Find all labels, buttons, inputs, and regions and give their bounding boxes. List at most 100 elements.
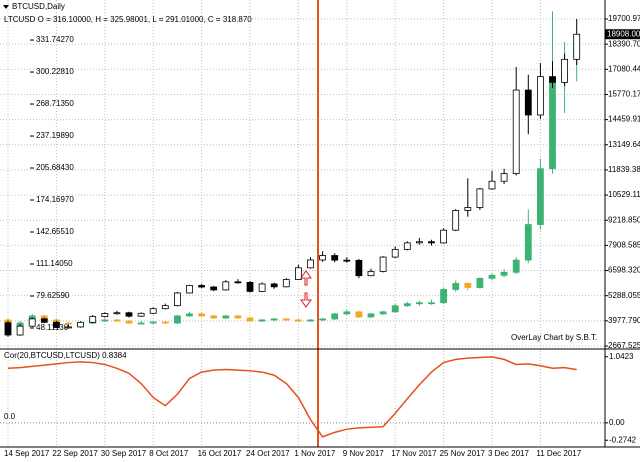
candle-body — [403, 303, 411, 307]
candle-body — [440, 229, 448, 244]
candle-body — [4, 322, 12, 336]
candle-body — [222, 281, 230, 291]
candle-body — [294, 267, 302, 280]
candle-body — [101, 319, 109, 322]
candle-body — [440, 289, 448, 304]
info-line: LTCUSD O = 316.10000, H = 325.98001, L =… — [4, 15, 252, 24]
candle-body — [270, 318, 278, 321]
candle-body — [137, 322, 145, 325]
candle-body — [125, 320, 133, 324]
candle-body — [294, 319, 302, 322]
candle-body — [415, 302, 423, 305]
candle-body — [343, 259, 351, 262]
y2-tick-label: 331.74270 — [36, 35, 74, 44]
candle-body — [125, 312, 133, 317]
y-tick-label: 15770.175 — [608, 90, 640, 99]
candle-body — [331, 255, 339, 261]
candle-body — [65, 322, 72, 325]
y2-tick-label: 111.14050 — [36, 259, 73, 268]
candle-body — [282, 279, 290, 288]
y2-tick-label: 48.11130 — [36, 323, 69, 332]
candle-body — [367, 313, 375, 318]
x-tick-label: 3 Dec 2017 — [488, 449, 529, 458]
candle-body — [537, 76, 544, 116]
candle-body — [355, 311, 363, 318]
y2-tick-label: 300.22810 — [36, 67, 74, 76]
candle-body — [161, 305, 169, 310]
level-label: 0.0 — [4, 412, 16, 421]
candle-body — [573, 33, 581, 60]
candle-body — [415, 241, 423, 244]
candle-body — [452, 283, 460, 290]
candle-body — [379, 256, 387, 272]
candle-body — [149, 321, 157, 324]
candle-body — [53, 321, 60, 328]
candle-body — [198, 313, 206, 317]
candle-body — [113, 312, 121, 315]
candle-body — [488, 274, 496, 279]
candle-body — [270, 283, 278, 288]
y2-tick-label: 142.65510 — [36, 227, 74, 236]
candle-body — [319, 318, 327, 321]
candle-body — [524, 224, 532, 261]
annotation: OverLay Chart by S.B.T. — [511, 333, 597, 342]
candle-body — [319, 255, 327, 261]
candle-body — [343, 311, 351, 315]
y-tick-label: 17080.440 — [608, 64, 640, 73]
y-tick-label: 2667.525 — [608, 341, 640, 350]
y-tick-label: 13149.645 — [608, 140, 640, 149]
x-tick-label: 14 Sep 2017 — [4, 449, 50, 458]
indicator-title: Cor(20,BTCUSD,LTCUSD) 0.8384 — [4, 351, 127, 360]
candle-body — [367, 271, 375, 277]
indicator-line — [7, 356, 577, 438]
candle-body — [391, 248, 399, 258]
x-tick-label: 25 Nov 2017 — [440, 449, 486, 458]
candle-body — [561, 58, 568, 83]
candle-body — [246, 282, 254, 292]
candle-body — [428, 302, 435, 305]
candle-body — [512, 259, 520, 273]
title-icon — [3, 5, 9, 9]
x-tick-label: 11 Dec 2017 — [536, 449, 581, 458]
candle-body — [307, 319, 314, 322]
up-arrow — [300, 270, 312, 286]
y-tick-label: 0.00 — [609, 418, 625, 427]
x-tick-label: 16 Oct 2017 — [198, 449, 242, 458]
y-tick-label: 10529.115 — [608, 190, 640, 199]
candle-body — [246, 317, 254, 322]
candle-body — [40, 318, 48, 323]
down-arrow — [300, 292, 312, 308]
candle-body — [186, 313, 193, 317]
candle-body — [65, 326, 72, 329]
candle-body — [428, 241, 435, 244]
candle-body — [549, 76, 556, 170]
candle-body — [101, 313, 109, 317]
y-tick-label: 11839.380 — [608, 165, 640, 174]
y2-tick-label: 268.71350 — [36, 99, 74, 108]
candle-body — [77, 321, 84, 328]
y-tick-label: 1.0423 — [609, 352, 634, 361]
candle-body — [488, 180, 496, 190]
candle-body — [28, 318, 36, 327]
candle-body — [512, 89, 520, 174]
candle-body — [198, 285, 206, 288]
candle-body — [16, 325, 24, 336]
x-tick-label: 8 Oct 2017 — [149, 449, 189, 458]
x-tick-label: 30 Sep 2017 — [101, 449, 147, 458]
y2-tick-label: 205.68430 — [36, 163, 74, 172]
candle-body — [331, 313, 339, 320]
candle-body — [137, 312, 145, 317]
y-tick-label: 7908.585 — [608, 240, 640, 249]
y-tick-label: 5288.055 — [608, 291, 640, 300]
candle-body — [464, 283, 472, 288]
candle-body — [210, 286, 218, 291]
x-tick-label: 17 Nov 2017 — [391, 449, 437, 458]
x-tick-label: 22 Sep 2017 — [52, 449, 98, 458]
candle-body — [500, 271, 508, 276]
candle-body — [537, 168, 544, 225]
candle-body — [307, 259, 314, 269]
candle-body — [476, 188, 484, 208]
